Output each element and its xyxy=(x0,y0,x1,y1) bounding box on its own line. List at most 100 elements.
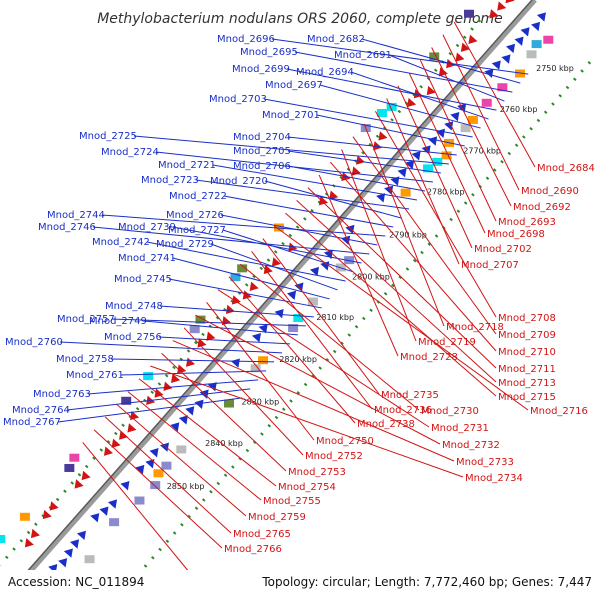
forward-gene-arrow xyxy=(163,381,173,391)
forward-gene-arrow xyxy=(206,331,216,341)
reverse-gene-arrow xyxy=(531,21,541,32)
forward-gene-arrow xyxy=(356,155,366,165)
forward-gene-label: Mnod_2763 xyxy=(33,389,91,400)
reverse-gene-arrow xyxy=(274,309,284,319)
cog-category-box xyxy=(463,9,474,18)
reverse-gene-arrow xyxy=(309,266,320,277)
reverse-gene-label: Mnod_2732 xyxy=(442,440,500,451)
reverse-leader-line xyxy=(453,21,536,168)
forward-gene-arrow xyxy=(154,388,164,398)
forward-gene-arrow xyxy=(426,85,436,96)
reverse-gene-arrow xyxy=(444,121,454,131)
reverse-gene-label: Mnod_2750 xyxy=(316,436,374,447)
reverse-leader-line xyxy=(363,123,445,327)
cog-category-box xyxy=(121,396,132,405)
feature-track xyxy=(0,0,554,593)
cog-category-box xyxy=(423,164,434,173)
forward-gene-label: Mnod_2705 xyxy=(233,146,291,157)
forward-gene-arrow xyxy=(119,430,129,440)
forward-gene-label: Mnod_2749 xyxy=(89,316,147,327)
forward-gene-arrow xyxy=(372,141,383,151)
reverse-leader-line xyxy=(341,149,417,342)
cog-category-box xyxy=(250,364,261,373)
forward-gene-label: Mnod_2767 xyxy=(3,417,61,428)
reverse-leader-line xyxy=(172,340,455,462)
reverse-gene-label: Mnod_2715 xyxy=(498,392,556,403)
forward-gene-label: Mnod_2726 xyxy=(166,210,224,221)
cog-category-box xyxy=(386,102,397,111)
reverse-leader-line xyxy=(195,314,441,445)
forward-gene-arrow xyxy=(177,364,187,374)
forward-gene-label: Mnod_2764 xyxy=(12,405,70,416)
accession-text: Accession: NC_011894 xyxy=(8,575,144,589)
cog-category-box xyxy=(134,496,145,505)
reverse-leader-line xyxy=(93,429,223,549)
tick-label: 2770 kbp xyxy=(463,146,501,155)
cog-category-box xyxy=(467,115,478,124)
reverse-leader-line xyxy=(273,225,529,411)
forward-leader-line xyxy=(146,241,346,282)
forward-leader-line xyxy=(110,358,275,363)
forward-gene-arrow xyxy=(30,528,40,539)
tick-label: 2840 kbp xyxy=(205,439,243,448)
forward-leader-line xyxy=(87,379,259,395)
forward-leader-line xyxy=(287,150,441,174)
reverse-gene-label: Mnod_2765 xyxy=(233,529,291,540)
forward-gene-arrow xyxy=(127,423,137,433)
reverse-gene-label: Mnod_2711 xyxy=(498,364,556,375)
forward-leader-line xyxy=(271,38,529,75)
tick-label: 2820 kbp xyxy=(279,355,317,364)
reverse-gene-arrow xyxy=(194,399,204,409)
reverse-gene-label: Mnod_2754 xyxy=(278,482,336,493)
forward-leader-line xyxy=(316,114,465,147)
forward-leader-line xyxy=(263,98,473,138)
cog-category-box xyxy=(19,512,30,521)
reverse-gene-label: Mnod_2716 xyxy=(530,406,588,417)
reverse-gene-arrow xyxy=(251,333,261,343)
genome-summary-text: Topology: circular; Length: 7,772,460 bp… xyxy=(261,575,592,589)
tick-label: 2810 kbp xyxy=(316,313,354,322)
forward-gene-label: Mnod_2739 xyxy=(118,222,176,233)
map-title: Methylobacterium nodulans ORS 2060, comp… xyxy=(97,11,503,27)
forward-gene-label: Mnod_2729 xyxy=(156,239,214,250)
reverse-gene-arrow xyxy=(178,415,188,425)
forward-gene-arrow xyxy=(24,538,34,548)
cog-category-box xyxy=(376,108,387,117)
reverse-gene-label: Mnod_2728 xyxy=(400,352,458,363)
forward-gene-arrow xyxy=(81,470,91,481)
reverse-gene-arrow xyxy=(99,506,109,516)
cog-category-box xyxy=(273,223,284,232)
forward-gene-arrow xyxy=(49,501,59,511)
cog-category-box xyxy=(0,534,6,543)
forward-gene-label: Mnod_2725 xyxy=(79,131,137,142)
forward-leader-line xyxy=(220,214,378,246)
forward-gene-label: Mnod_2746 xyxy=(38,222,96,233)
reverse-gene-arrow xyxy=(258,324,268,334)
reverse-gene-arrow xyxy=(514,36,524,46)
reverse-gene-label: Mnod_2738 xyxy=(357,419,415,430)
reverse-gene-label: Mnod_2734 xyxy=(465,473,523,484)
reverse-gene-arrow xyxy=(428,136,438,146)
forward-leader-line xyxy=(159,305,314,318)
cog-category-box xyxy=(143,372,154,381)
cog-category-box xyxy=(69,453,80,462)
reverse-gene-arrow xyxy=(520,27,530,37)
cog-category-box xyxy=(481,98,492,107)
reverse-gene-label: Mnod_2713 xyxy=(498,378,556,389)
reverse-gene-label: Mnod_2733 xyxy=(456,457,514,468)
tick-label: 2800 kbp xyxy=(352,272,390,281)
forward-gene-label: Mnod_2696 xyxy=(217,34,275,45)
reverse-leader-line xyxy=(82,442,195,579)
forward-gene-label: Mnod_2706 xyxy=(233,161,291,172)
forward-leader-line xyxy=(143,320,298,336)
forward-gene-label: Mnod_2742 xyxy=(92,237,150,248)
forward-gene-label: Mnod_2723 xyxy=(141,175,199,186)
forward-gene-label: Mnod_2744 xyxy=(47,210,105,221)
reverse-leader-line xyxy=(296,200,497,383)
reverse-leader-line xyxy=(116,403,247,517)
reverse-gene-arrow xyxy=(76,530,86,540)
cog-category-box xyxy=(258,356,269,365)
reverse-leader-line xyxy=(161,352,287,472)
forward-gene-label: Mnod_2701 xyxy=(262,110,320,121)
cog-category-box xyxy=(64,463,75,472)
